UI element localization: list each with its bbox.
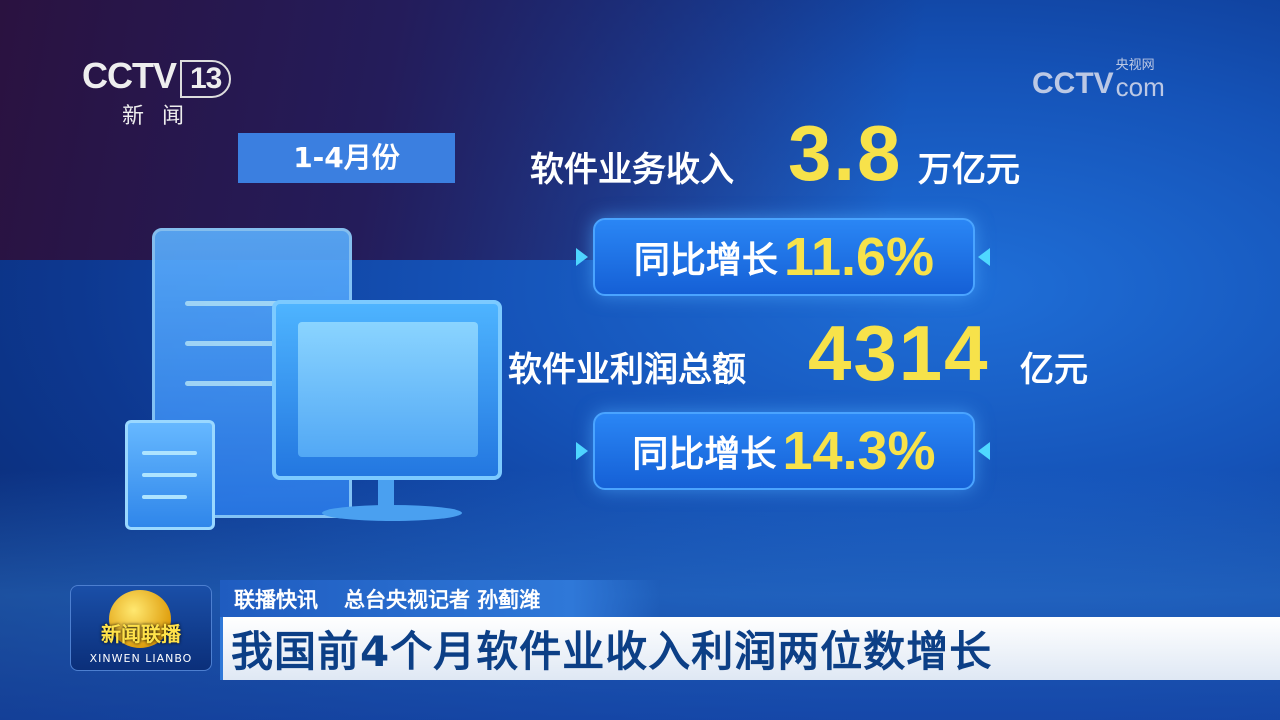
arrow-right-icon — [576, 442, 588, 460]
small-document-icon — [125, 420, 215, 530]
watermark-brand: CCTV — [1032, 67, 1114, 100]
watermark-site: 央视网 — [1115, 58, 1155, 73]
profit-label: 软件业利润总额 — [508, 350, 746, 390]
segment-tag: 联播快讯 — [234, 587, 318, 612]
revenue-unit: 万亿元 — [918, 150, 1020, 190]
logo-brand: CCTV — [82, 55, 177, 96]
background-top — [0, 0, 1280, 260]
period-label: 1-4月份 — [238, 133, 455, 183]
profit-growth-pill: 同比增长 14.3% — [593, 412, 975, 490]
revenue-value: 3.8 — [788, 109, 903, 197]
revenue-growth-pill: 同比增长 11.6% — [593, 218, 975, 296]
watermark-side: 央视网 com — [1116, 58, 1165, 101]
profit-growth-value: 14.3% — [782, 421, 936, 481]
tag-bar: 联播快讯 总台央视记者 孙蓟潍 — [220, 580, 660, 617]
watermark-domain: com — [1115, 72, 1165, 102]
growth-label: 同比增长 — [632, 434, 777, 475]
monitor-stand — [378, 480, 394, 510]
monitor-base — [322, 505, 462, 521]
logo-subtitle: 新闻 — [122, 104, 203, 129]
arrow-left-icon — [978, 248, 990, 266]
cctv-com-watermark: CCTV 央视网 com — [1032, 58, 1165, 101]
logo-number: 13 — [180, 60, 232, 98]
program-pinyin: XINWEN LIANBO — [89, 652, 193, 665]
cctv13-logo: CCTV 13 — [82, 55, 232, 98]
monitor-icon — [272, 300, 502, 480]
headline: 我国前4个月软件业收入利润两位数增长 — [231, 627, 993, 676]
reporter-credit: 总台央视记者 孙蓟潍 — [344, 587, 541, 612]
globe-icon — [109, 590, 171, 648]
growth-label: 同比增长 — [633, 240, 778, 281]
program-name: 新闻联播 — [101, 622, 181, 646]
revenue-label: 软件业务收入 — [530, 150, 734, 190]
profit-value: 4314 — [808, 309, 990, 397]
profit-unit: 亿元 — [1020, 350, 1088, 390]
xinwen-lianbo-logo: 新闻联播 XINWEN LIANBO — [70, 585, 212, 671]
headline-bar: 我国前4个月软件业收入利润两位数增长 — [220, 617, 1280, 680]
revenue-growth-value: 11.6% — [783, 227, 935, 287]
arrow-left-icon — [978, 442, 990, 460]
arrow-right-icon — [576, 248, 588, 266]
